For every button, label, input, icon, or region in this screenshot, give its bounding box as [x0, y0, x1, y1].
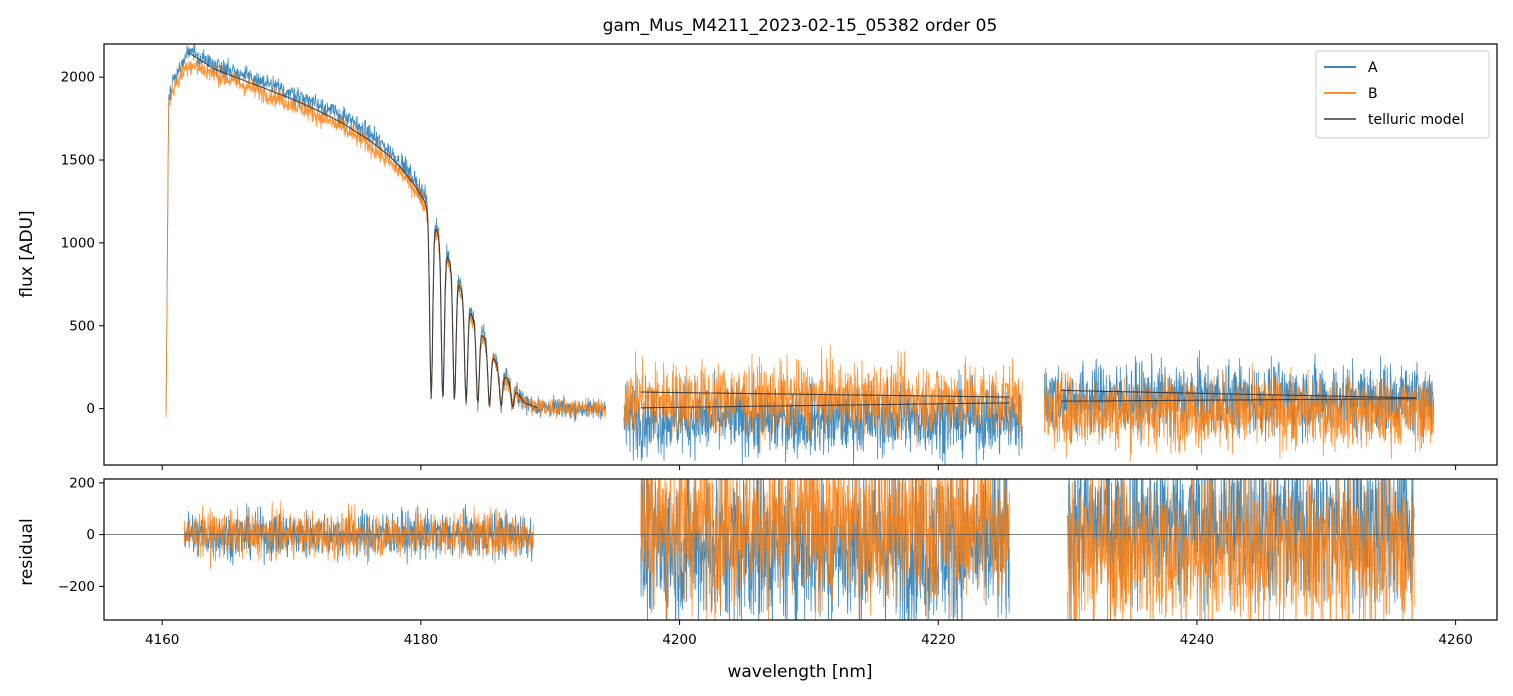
flux-ytick-label: 500 — [69, 318, 95, 334]
x-axis-label: wavelength [nm] — [727, 662, 872, 682]
residual-y-label: residual — [17, 518, 37, 585]
residual-xtick-label: 4240 — [1180, 632, 1214, 648]
legend-label-b: B — [1368, 86, 1378, 102]
residual-ytick-label: −200 — [58, 579, 95, 595]
residual-ytick-label: 0 — [86, 527, 95, 543]
residual-series-b-segment-2 — [1067, 479, 1415, 620]
flux-ytick-label: 1000 — [61, 235, 95, 251]
residual-series-b-segment-1 — [640, 479, 1010, 620]
chart-title: gam_Mus_M4211_2023-02-15_05382 order 05 — [603, 16, 998, 36]
flux-series-telluric-model-segment-0 — [187, 51, 538, 409]
residual-xtick-label: 4200 — [662, 632, 696, 648]
flux-series-telluric-model-segment-1 — [640, 391, 1010, 398]
flux-series-telluric-model-segment-3 — [1061, 389, 1417, 399]
flux-ytick-label: 1500 — [61, 153, 95, 169]
legend-frame — [1315, 50, 1490, 139]
flux-y-label: flux [ADU] — [17, 210, 37, 297]
residual-xtick-label: 4160 — [145, 632, 179, 648]
residual-xtick-label: 4180 — [404, 632, 438, 648]
flux-series-b-segment-1 — [623, 345, 1023, 453]
residual-panel: −200 0 200 4160 4180 4200 4220 4240 4260 residua… — [17, 475, 1498, 682]
flux-series-telluric-model-segment-4 — [1061, 398, 1417, 402]
flux-panel: 0 500 1000 1500 2000 flux [ADU] A B telluric… — [17, 43, 1498, 470]
residual-series-b-segment-0 — [183, 500, 534, 570]
flux-series-telluric-model-segment-2 — [640, 402, 1010, 409]
residual-panel-frame — [103, 478, 1498, 621]
legend: A B telluric model — [1315, 50, 1490, 139]
flux-panel-frame — [103, 43, 1498, 466]
flux-ytick-label: 2000 — [61, 70, 95, 86]
residual-xtick-label: 4260 — [1438, 632, 1472, 648]
flux-ytick-label: 0 — [86, 401, 95, 417]
flux-series-b-segment-2 — [1043, 363, 1434, 462]
legend-label-telluric: telluric model — [1368, 112, 1464, 128]
flux-series-b-segment-0 — [165, 59, 607, 419]
residual-ytick-label: 200 — [69, 475, 95, 491]
legend-label-a: A — [1368, 60, 1378, 76]
residual-xtick-label: 4220 — [921, 632, 955, 648]
flux-series-a-segment-1 — [623, 369, 1023, 465]
